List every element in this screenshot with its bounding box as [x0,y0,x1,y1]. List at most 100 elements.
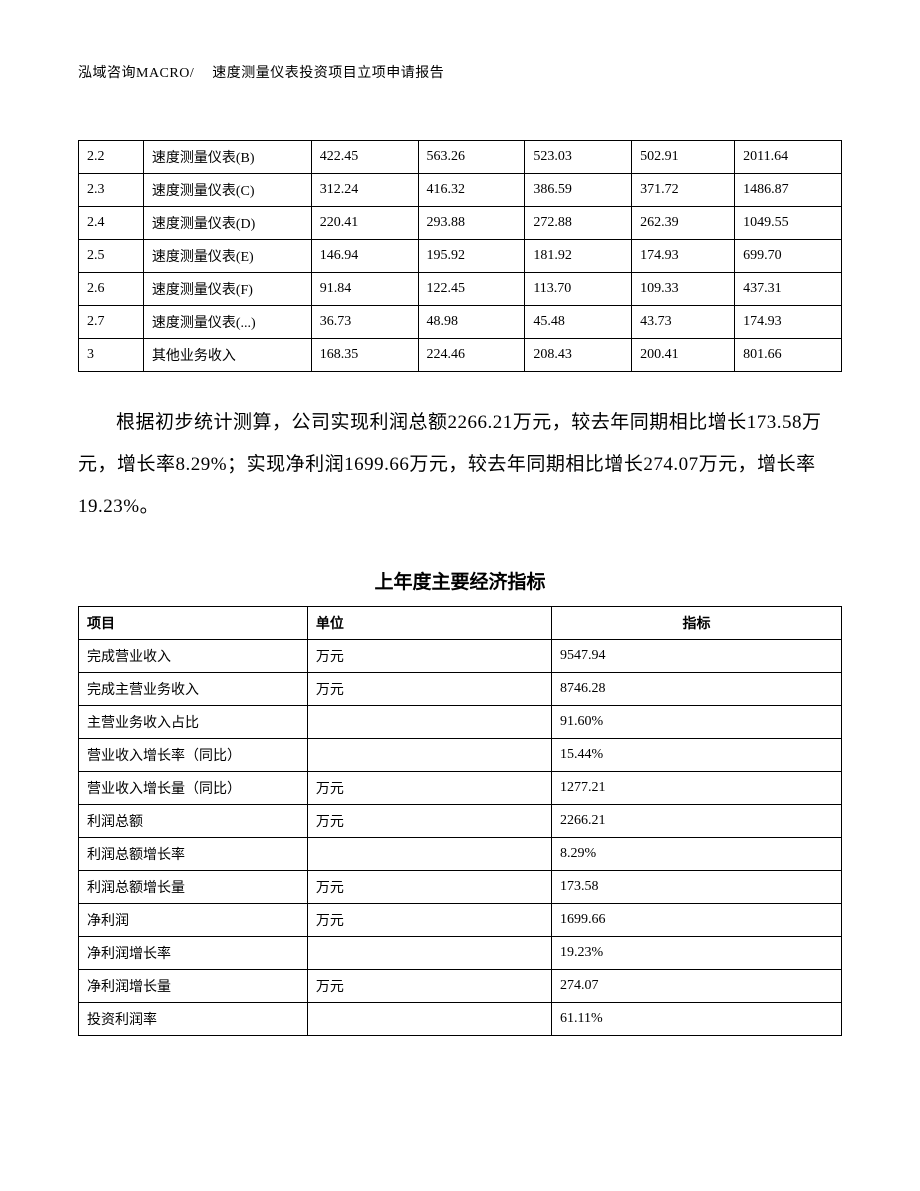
table-header-cell: 单位 [307,607,551,640]
table-cell: 净利润增长量 [79,970,308,1003]
table-cell: 113.70 [525,273,632,306]
table-row: 利润总额万元2266.21 [79,805,842,838]
table-cell: 173.58 [552,871,842,904]
table-cell: 293.88 [418,207,525,240]
table-cell [307,1003,551,1036]
table-cell: 完成主营业务收入 [79,673,308,706]
table-row: 2.2速度测量仪表(B)422.45563.26523.03502.912011… [79,141,842,174]
table-cell: 122.45 [418,273,525,306]
table-cell: 2.6 [79,273,144,306]
table-row: 2.4速度测量仪表(D)220.41293.88272.88262.391049… [79,207,842,240]
table-cell: 营业收入增长率（同比） [79,739,308,772]
table-cell: 168.35 [311,339,418,372]
table-cell: 195.92 [418,240,525,273]
table-row: 营业收入增长率（同比）15.44% [79,739,842,772]
table-cell: 万元 [307,772,551,805]
table-cell: 19.23% [552,937,842,970]
table-cell: 422.45 [311,141,418,174]
table-cell: 速度测量仪表(F) [143,273,311,306]
table-row: 完成主营业务收入万元8746.28 [79,673,842,706]
table-cell: 万元 [307,904,551,937]
table-cell: 699.70 [735,240,842,273]
table-cell: 2.5 [79,240,144,273]
table-cell: 146.94 [311,240,418,273]
table-row: 2.3速度测量仪表(C)312.24416.32386.59371.721486… [79,174,842,207]
table-cell [307,937,551,970]
table-cell: 1049.55 [735,207,842,240]
table-header-row: 项目 单位 指标 [79,607,842,640]
table-cell: 万元 [307,970,551,1003]
table-row: 净利润万元1699.66 [79,904,842,937]
table-cell: 371.72 [632,174,735,207]
table-cell: 174.93 [632,240,735,273]
header-left: 泓域咨询MACRO/ [78,66,194,81]
table-cell: 2.7 [79,306,144,339]
table-cell: 万元 [307,871,551,904]
table-cell: 563.26 [418,141,525,174]
table-cell: 48.98 [418,306,525,339]
table-cell: 109.33 [632,273,735,306]
table-cell: 312.24 [311,174,418,207]
table-cell: 2.3 [79,174,144,207]
table-cell: 523.03 [525,141,632,174]
table-cell: 2.2 [79,141,144,174]
table-row: 2.6速度测量仪表(F)91.84122.45113.70109.33437.3… [79,273,842,306]
table-cell: 净利润增长率 [79,937,308,970]
table-row: 营业收入增长量（同比）万元1277.21 [79,772,842,805]
table-row: 完成营业收入万元9547.94 [79,640,842,673]
table-cell: 利润总额 [79,805,308,838]
table-row: 3其他业务收入168.35224.46208.43200.41801.66 [79,339,842,372]
table-cell: 完成营业收入 [79,640,308,673]
table-cell: 1486.87 [735,174,842,207]
table-row: 主营业务收入占比 91.60% [79,706,842,739]
table-cell: 营业收入增长量（同比） [79,772,308,805]
table-cell: 利润总额增长量 [79,871,308,904]
table-cell: 801.66 [735,339,842,372]
table-cell: 220.41 [311,207,418,240]
table-cell: 8746.28 [552,673,842,706]
table-cell: 利润总额增长率 [79,838,308,871]
table-cell [307,706,551,739]
table-cell: 174.93 [735,306,842,339]
table-cell: 1277.21 [552,772,842,805]
table-cell: 3 [79,339,144,372]
table-cell: 416.32 [418,174,525,207]
table-cell: 224.46 [418,339,525,372]
table-row: 利润总额增长率 8.29% [79,838,842,871]
table-cell: 速度测量仪表(...) [143,306,311,339]
table-cell: 投资利润率 [79,1003,308,1036]
table-cell: 速度测量仪表(E) [143,240,311,273]
table-cell: 8.29% [552,838,842,871]
table-cell: 45.48 [525,306,632,339]
table-cell: 万元 [307,805,551,838]
summary-paragraph: 根据初步统计测算，公司实现利润总额2266.21万元，较去年同期相比增长173.… [78,402,842,527]
table-cell: 主营业务收入占比 [79,706,308,739]
table-cell: 速度测量仪表(D) [143,207,311,240]
table-cell: 2.4 [79,207,144,240]
table-row: 投资利润率61.11% [79,1003,842,1036]
table-row: 利润总额增长量万元173.58 [79,871,842,904]
table-cell: 万元 [307,640,551,673]
table-row: 净利润增长率 19.23% [79,937,842,970]
table-cell: 1699.66 [552,904,842,937]
table-cell: 速度测量仪表(B) [143,141,311,174]
table-cell [307,838,551,871]
table-cell: 91.60% [552,706,842,739]
table-cell: 9547.94 [552,640,842,673]
table-cell: 91.84 [311,273,418,306]
table-row: 2.7速度测量仪表(...)36.7348.9845.4843.73174.93 [79,306,842,339]
section-title: 上年度主要经济指标 [78,567,842,594]
table-cell: 2011.64 [735,141,842,174]
table-cell: 200.41 [632,339,735,372]
revenue-table: 2.2速度测量仪表(B)422.45563.26523.03502.912011… [78,140,842,372]
table-cell: 速度测量仪表(C) [143,174,311,207]
table-cell: 2266.21 [552,805,842,838]
header-right: 速度测量仪表投资项目立项申请报告 [212,66,444,81]
table-cell: 43.73 [632,306,735,339]
table-cell: 272.88 [525,207,632,240]
table-cell: 181.92 [525,240,632,273]
table-row: 净利润增长量万元274.07 [79,970,842,1003]
table-header-cell: 指标 [552,607,842,640]
table-cell: 262.39 [632,207,735,240]
table-cell: 净利润 [79,904,308,937]
